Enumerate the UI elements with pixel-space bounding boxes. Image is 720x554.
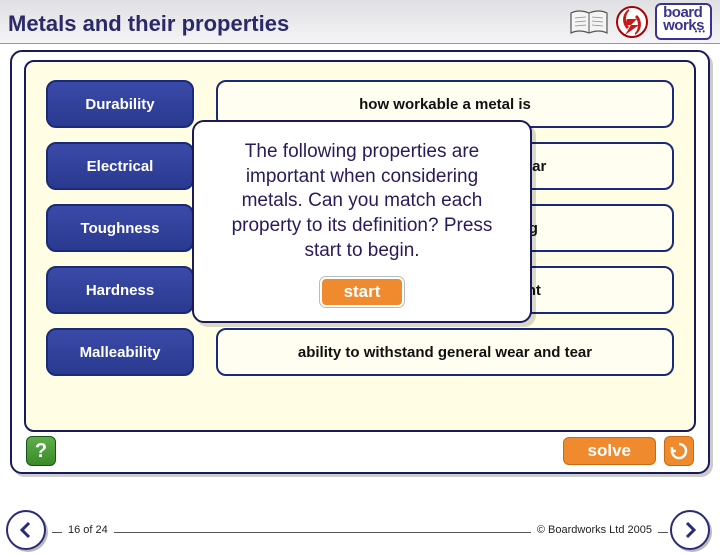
undo-button[interactable] — [664, 436, 694, 466]
flash-icon — [615, 5, 649, 39]
property-card[interactable]: Toughness — [46, 204, 194, 252]
property-card[interactable]: Malleability — [46, 328, 194, 376]
next-button[interactable] — [670, 510, 714, 554]
property-card[interactable]: Durability — [46, 80, 194, 128]
match-row: Malleability ability to withstand genera… — [46, 328, 674, 376]
book-icon — [569, 7, 609, 37]
instruction-modal: The following properties are important w… — [192, 120, 532, 323]
page-title: Metals and their properties — [8, 7, 569, 37]
property-card[interactable]: Electrical — [46, 142, 194, 190]
header-icons: board works ••• — [569, 3, 712, 41]
definition-card[interactable]: ability to withstand general wear and te… — [216, 328, 674, 376]
prev-button[interactable] — [6, 510, 50, 554]
solve-button[interactable]: solve — [563, 437, 656, 465]
modal-text: The following properties are important w… — [218, 140, 506, 263]
header: Metals and their properties bo — [0, 0, 720, 44]
stage: Durability how workable a metal is Elect… — [10, 50, 710, 474]
property-card[interactable]: Hardness — [46, 266, 194, 314]
start-button[interactable]: start — [320, 277, 405, 307]
toolbar-right: solve — [563, 436, 694, 466]
boardworks-logo: board works ••• — [655, 3, 712, 41]
logo-dots: ••• — [695, 29, 706, 36]
stage-toolbar: ? solve — [26, 436, 694, 466]
footer: 16 of 24 © Boardworks Ltd 2005 — [0, 482, 720, 540]
help-button[interactable]: ? — [26, 436, 56, 466]
page-counter: 16 of 24 — [62, 524, 114, 536]
copyright: © Boardworks Ltd 2005 — [531, 524, 658, 536]
